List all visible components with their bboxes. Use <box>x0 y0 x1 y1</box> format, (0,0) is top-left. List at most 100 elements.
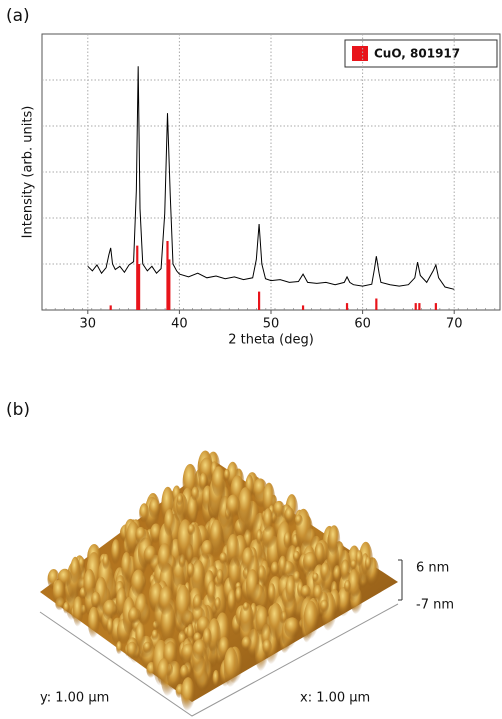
x-tick-label: 70 <box>446 317 463 332</box>
afm-grain <box>211 466 226 497</box>
afm-grain <box>337 586 351 617</box>
afm-grain <box>350 559 358 570</box>
afm-grain <box>102 599 117 621</box>
afm-grain <box>126 521 141 555</box>
afm-grain <box>187 562 195 579</box>
afm-grain <box>212 670 220 688</box>
afm-grain <box>186 623 195 643</box>
afm-grain <box>278 555 287 576</box>
afm-grain <box>191 486 200 501</box>
afm-grain <box>294 514 303 527</box>
legend-text: CuO, 801917 <box>374 47 460 61</box>
afm-grain <box>176 494 184 506</box>
afm-grain <box>143 641 152 654</box>
afm-grain <box>302 551 318 573</box>
afm-grain <box>139 503 150 523</box>
afm-grain <box>219 552 228 565</box>
afm-grain <box>243 602 249 612</box>
afm-grain <box>226 534 240 567</box>
x-size-label: x: 1.00 µm <box>300 691 370 706</box>
afm-grain <box>143 545 158 565</box>
afm-grain <box>303 600 319 640</box>
afm-grain <box>293 550 300 563</box>
afm-image: 6 nm -7 nm y: 1.00 µm x: 1.00 µm <box>39 450 454 717</box>
x-tick-label: 40 <box>171 317 188 332</box>
afm-grain <box>284 507 295 524</box>
afm-texture <box>47 450 380 712</box>
afm-grain <box>223 647 239 688</box>
afm-grain <box>320 599 329 613</box>
afm-grain <box>106 617 114 636</box>
y-size-label: y: 1.00 µm <box>40 691 109 706</box>
afm-grain <box>268 583 276 604</box>
afm-grain <box>293 571 301 584</box>
afm-grain <box>126 641 138 660</box>
plot-area: 30 40 50 60 70 <box>42 34 500 332</box>
afm-grain <box>284 617 301 639</box>
x-tick-label: 30 <box>80 317 97 332</box>
afm-grain <box>192 594 203 612</box>
afm-grain <box>91 591 101 609</box>
afm-grain <box>191 559 206 594</box>
panel-label: (b) <box>6 400 30 420</box>
afm-grain <box>312 572 319 583</box>
afm-grain <box>328 525 341 556</box>
afm-grain <box>131 569 146 598</box>
legend-swatch <box>352 46 368 61</box>
afm-grain <box>148 498 161 519</box>
afm-grain <box>241 636 252 651</box>
afm-grain <box>201 539 214 560</box>
afm-grain <box>313 584 323 603</box>
z-scale-max: 6 nm <box>416 561 449 576</box>
afm-grain <box>102 553 110 570</box>
afm-grain <box>241 547 255 573</box>
afm-grain <box>209 519 223 552</box>
afm-base-edge <box>39 603 399 717</box>
afm-grain <box>164 509 175 537</box>
afm-grain <box>207 618 221 655</box>
x-tick-label: 50 <box>263 317 280 332</box>
afm-grain <box>72 596 84 627</box>
y-axis-label: Intensity (arb. units) <box>21 106 36 239</box>
afm-grain <box>207 580 216 604</box>
afm-grain <box>270 561 280 577</box>
afm-grain <box>268 602 284 640</box>
afm-grain <box>285 576 296 604</box>
afm-grain <box>226 494 241 519</box>
afm-grain <box>179 664 189 681</box>
afm-grain <box>340 559 350 582</box>
afm-grain <box>223 469 231 482</box>
afm-grain <box>181 643 196 663</box>
afm-grain <box>255 606 269 636</box>
afm-grain <box>158 586 174 616</box>
x-axis-label: 2 theta (deg) <box>228 333 314 348</box>
legend: CuO, 801917 <box>344 39 498 68</box>
afm-grain <box>111 539 121 565</box>
legend-box <box>344 39 498 68</box>
afm-grain <box>283 531 292 549</box>
afm-grain <box>256 529 263 545</box>
afm-grain <box>83 568 96 601</box>
afm-grain <box>192 639 207 661</box>
afm-grain <box>355 550 363 567</box>
afm-grain <box>187 524 196 536</box>
afm-grain <box>262 639 273 655</box>
afm-grain <box>121 552 132 582</box>
afm-grain <box>238 487 253 524</box>
afm-grain <box>135 526 147 544</box>
afm-grain <box>263 508 273 533</box>
afm-grain <box>157 658 171 686</box>
afm-grain <box>344 580 351 593</box>
afm-grain <box>87 606 100 639</box>
afm-grain <box>116 641 123 655</box>
afm-grain <box>187 495 199 525</box>
afm-grain <box>245 569 260 604</box>
afm-grain <box>315 542 325 567</box>
afm-grain <box>262 525 277 549</box>
afm-grain <box>239 603 254 633</box>
z-scale-min: -7 nm <box>416 598 454 613</box>
afm-grain <box>227 589 237 614</box>
afm-grain <box>365 556 372 571</box>
afm-grain <box>214 597 221 612</box>
